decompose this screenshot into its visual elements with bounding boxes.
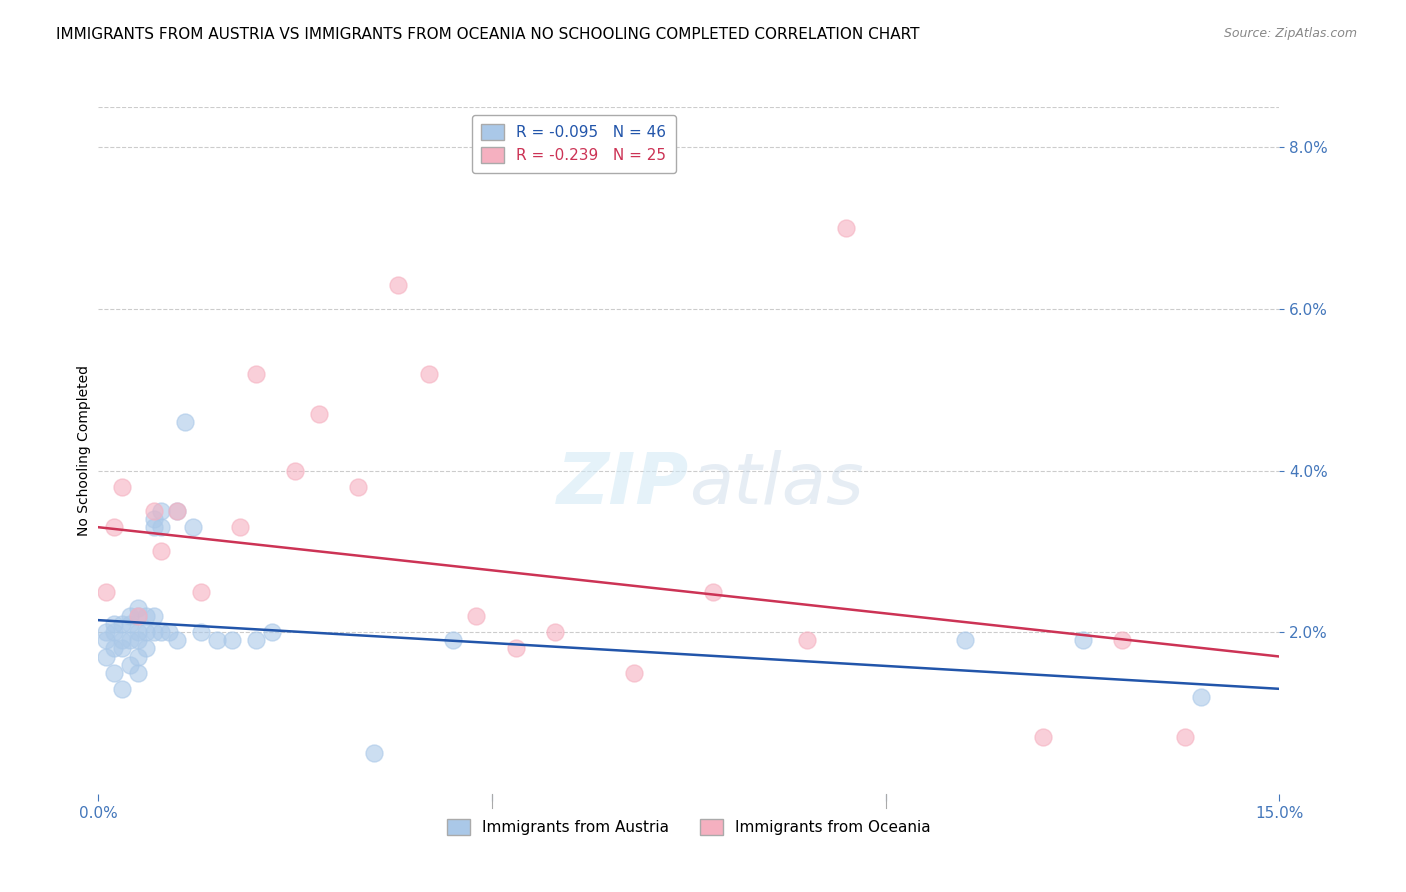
Point	[1032, 731, 1054, 745]
Point	[1189, 690, 1212, 704]
Point	[103, 625, 125, 640]
Point	[142, 609, 165, 624]
Point	[796, 633, 818, 648]
Point	[308, 407, 330, 421]
Point	[702, 585, 724, 599]
Point	[127, 633, 149, 648]
Point	[1111, 633, 1133, 648]
Point	[103, 520, 125, 534]
Text: Source: ZipAtlas.com: Source: ZipAtlas.com	[1223, 27, 1357, 40]
Point	[111, 633, 134, 648]
Point	[96, 633, 118, 648]
Point	[441, 633, 464, 648]
Point	[505, 641, 527, 656]
Point	[103, 641, 125, 656]
Point	[127, 625, 149, 640]
Point	[111, 480, 134, 494]
Y-axis label: No Schooling Completed: No Schooling Completed	[77, 365, 91, 536]
Point	[150, 544, 173, 558]
Point	[150, 520, 173, 534]
Point	[465, 609, 488, 624]
Point	[96, 625, 118, 640]
Point	[623, 665, 645, 680]
Point	[135, 625, 157, 640]
Point	[111, 681, 134, 696]
Point	[118, 609, 141, 624]
Point	[166, 504, 188, 518]
Text: ZIP: ZIP	[557, 450, 689, 519]
Point	[953, 633, 976, 648]
Point	[229, 520, 252, 534]
Point	[835, 221, 858, 235]
Point	[190, 585, 212, 599]
Point	[127, 649, 149, 664]
Point	[387, 277, 409, 292]
Point	[245, 367, 267, 381]
Point	[1174, 731, 1197, 745]
Legend: Immigrants from Austria, Immigrants from Oceania: Immigrants from Austria, Immigrants from…	[441, 813, 936, 841]
Point	[96, 585, 118, 599]
Point	[142, 504, 165, 518]
Point	[157, 625, 180, 640]
Point	[142, 512, 165, 526]
Point	[96, 649, 118, 664]
Point	[1071, 633, 1094, 648]
Point	[127, 601, 149, 615]
Text: IMMIGRANTS FROM AUSTRIA VS IMMIGRANTS FROM OCEANIA NO SCHOOLING COMPLETED CORREL: IMMIGRANTS FROM AUSTRIA VS IMMIGRANTS FR…	[56, 27, 920, 42]
Point	[103, 617, 125, 632]
Point	[174, 415, 197, 429]
Point	[118, 657, 141, 672]
Point	[150, 504, 173, 518]
Point	[260, 625, 283, 640]
Point	[205, 633, 228, 648]
Point	[111, 641, 134, 656]
Text: atlas: atlas	[689, 450, 863, 519]
Point	[284, 464, 307, 478]
Point	[142, 625, 165, 640]
Point	[166, 633, 188, 648]
Point	[418, 367, 440, 381]
Point	[181, 520, 204, 534]
Point	[111, 617, 134, 632]
Point	[127, 665, 149, 680]
Point	[347, 480, 370, 494]
Point	[118, 617, 141, 632]
Point	[166, 504, 188, 518]
Point	[103, 665, 125, 680]
Point	[150, 625, 173, 640]
Point	[118, 633, 141, 648]
Point	[221, 633, 243, 648]
Point	[127, 609, 149, 624]
Point	[142, 520, 165, 534]
Point	[544, 625, 567, 640]
Point	[190, 625, 212, 640]
Point	[127, 609, 149, 624]
Point	[135, 609, 157, 624]
Point	[245, 633, 267, 648]
Point	[135, 641, 157, 656]
Point	[363, 747, 385, 761]
